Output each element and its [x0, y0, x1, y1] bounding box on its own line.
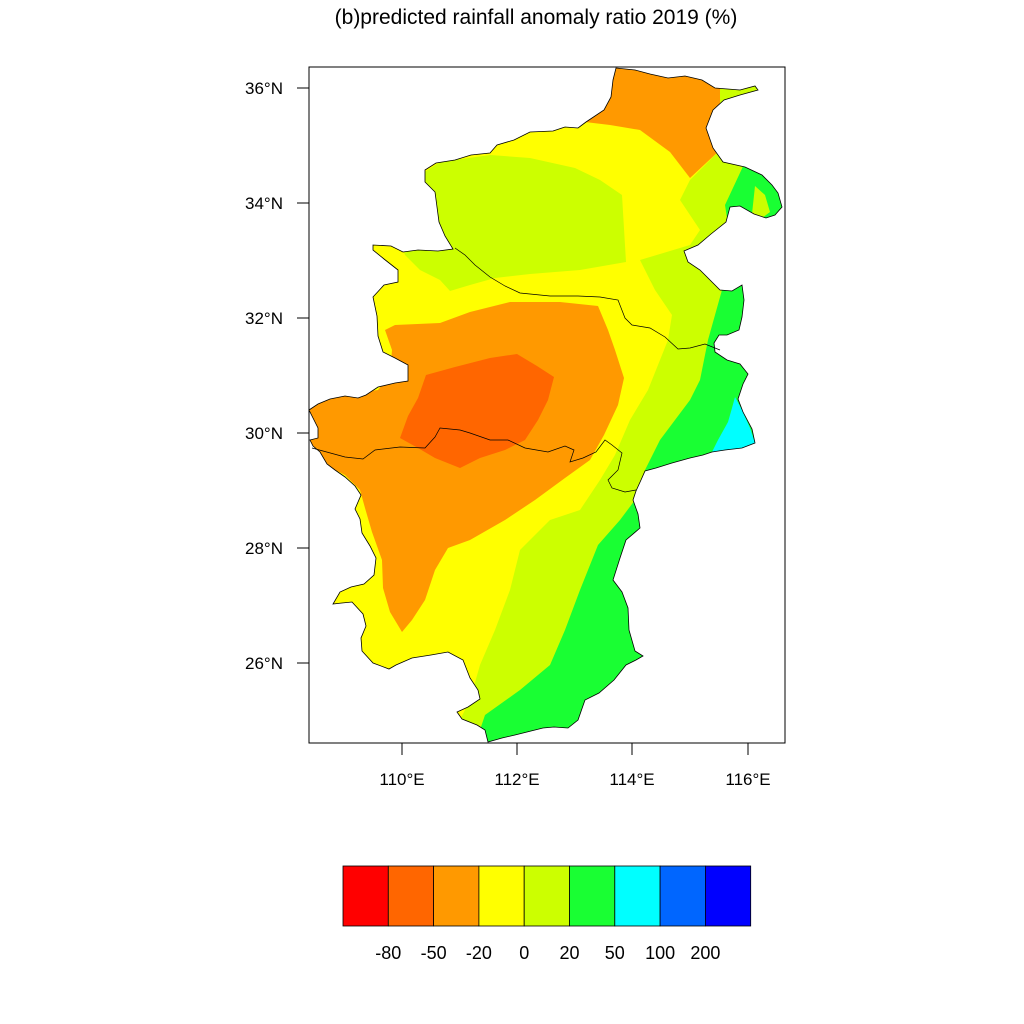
colorbar: -80 -50 -20 0 20 50 100 200: [342, 865, 752, 963]
band-0-20-north: [400, 155, 626, 291]
band-neg50-neg20-north: [585, 68, 720, 178]
colorbar-label: -20: [466, 943, 492, 963]
longitude-ticks: 110°E 112°E 114°E 116°E: [379, 743, 771, 789]
band-50-100: [712, 397, 755, 452]
lat-tick-label: 36°N: [245, 79, 283, 98]
colorbar-label: 200: [690, 943, 720, 963]
map-title: (b)predicted rainfall anomaly ratio 2019…: [334, 6, 738, 29]
plot-frame: [308, 66, 786, 744]
colorbar-swatch: [433, 865, 480, 927]
region-outline: [308, 67, 783, 743]
province-border-line: [311, 427, 637, 493]
province-borders: [311, 247, 721, 493]
lat-tick-label: 32°N: [245, 309, 283, 328]
rainfall-contour-fills: [309, 68, 782, 742]
colorbar-label: 50: [605, 943, 625, 963]
lat-tick-label: 26°N: [245, 654, 283, 673]
colorbar-label: 100: [645, 943, 675, 963]
colorbar-label: 0: [519, 943, 529, 963]
lat-tick-label: 28°N: [245, 539, 283, 558]
latitude-ticks: 36°N 34°N 32°N 30°N 28°N 26°N: [245, 79, 309, 673]
lat-tick-label: 30°N: [245, 424, 283, 443]
band-0-20-northeast: [752, 186, 770, 218]
colorbar-swatch: [387, 865, 434, 927]
lon-tick-label: 110°E: [379, 770, 424, 789]
colorbar-label: -80: [375, 943, 401, 963]
colorbar-swatch: [569, 865, 616, 927]
lon-tick-label: 112°E: [494, 770, 539, 789]
lon-tick-label: 114°E: [609, 770, 654, 789]
lat-tick-label: 34°N: [245, 194, 283, 213]
colorbar-label: -50: [421, 943, 447, 963]
colorbar-swatch: [614, 865, 661, 927]
province-border-line: [454, 247, 721, 351]
colorbar-swatch: [659, 865, 706, 927]
colorbar-swatch: [705, 865, 752, 927]
band-neg80-neg50: [400, 354, 554, 468]
colorbar-swatch: [523, 865, 570, 927]
lon-tick-label: 116°E: [725, 770, 770, 789]
colorbar-swatch: [342, 865, 389, 927]
colorbar-swatch: [478, 865, 525, 927]
colorbar-label: 20: [559, 943, 579, 963]
